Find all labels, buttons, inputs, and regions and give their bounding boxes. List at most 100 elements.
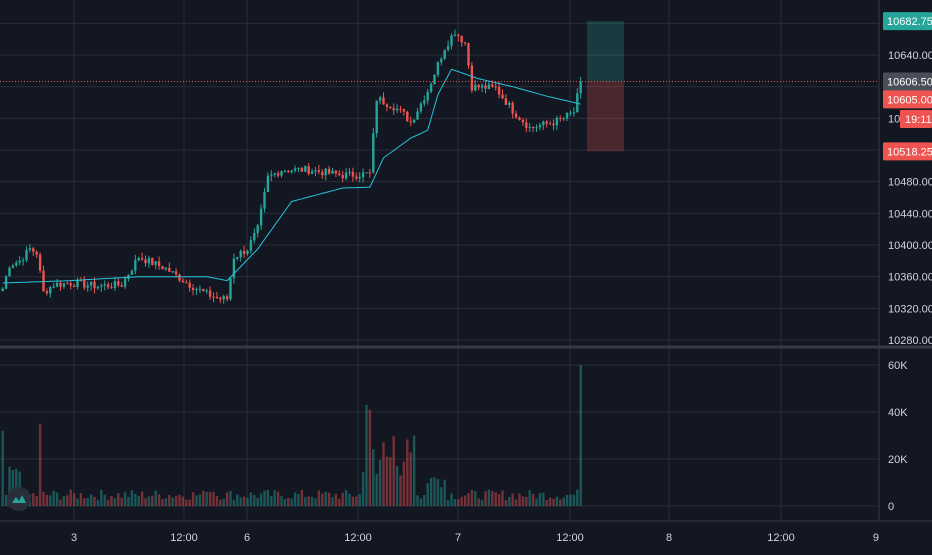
candle-body [18, 260, 21, 263]
stop-loss-zone[interactable] [587, 81, 624, 152]
volume-bar [185, 499, 188, 506]
volume-bar [202, 490, 205, 506]
candle-body [412, 119, 416, 123]
candle-body [35, 251, 38, 255]
volume-bar [446, 500, 450, 506]
stop-loss-price-tag-bg[interactable] [883, 142, 932, 161]
candle-body [497, 87, 501, 95]
price-tick-label: 10360.00 [888, 272, 932, 284]
volume-bar [494, 492, 497, 506]
volume-bar [385, 456, 389, 506]
volume-bar [62, 496, 66, 506]
volume-bar [297, 493, 300, 506]
candle-body [117, 281, 120, 286]
candle-body [501, 94, 504, 99]
candle-body [474, 84, 477, 91]
candle-body [49, 287, 52, 294]
candle-body [185, 282, 188, 284]
volume-bar [497, 494, 501, 506]
candle-body [511, 102, 514, 114]
candle-body [25, 249, 28, 261]
candle-body [140, 258, 144, 260]
volume-bar [246, 497, 249, 506]
candle-body [79, 280, 83, 282]
countdown-label: 19:11 [905, 114, 932, 126]
price-tick-label: 10480.00 [888, 177, 932, 189]
volume-bar [181, 496, 185, 506]
candle-body [555, 117, 559, 126]
last-price-tag-bg[interactable] [883, 72, 932, 91]
candle-body [52, 286, 55, 288]
volume-bar [83, 498, 86, 506]
candle-body [246, 250, 249, 254]
volume-bar [198, 494, 202, 506]
volume-bar [256, 497, 259, 506]
candle-body [382, 97, 385, 105]
candle-body [361, 172, 365, 178]
volume-bar [45, 494, 49, 506]
volume-bar [436, 479, 440, 506]
volume-bar [416, 495, 419, 506]
price-tick-label: 10320.00 [888, 303, 932, 315]
candle-body [572, 112, 576, 114]
volume-bar [552, 498, 555, 506]
volume-bar [511, 493, 514, 506]
take-profit-price-tag-bg[interactable] [883, 12, 932, 31]
take-profit-price-tag: 10682.75 [887, 16, 932, 28]
volume-bar [545, 499, 548, 506]
candle-body [463, 42, 467, 44]
volume-bar [130, 490, 134, 506]
candle-body [440, 58, 443, 63]
candle-body [137, 258, 140, 261]
candle-body [375, 100, 378, 134]
candle-body [538, 125, 542, 128]
candle-body [283, 170, 287, 172]
volume-bar [555, 496, 559, 506]
candle-body [225, 296, 229, 300]
candle-body [222, 296, 225, 300]
volume-tick-label: 0 [888, 501, 894, 513]
take-profit-zone[interactable] [587, 21, 624, 82]
candle-body [273, 173, 276, 175]
volume-bar [239, 497, 242, 506]
candle-body [171, 271, 174, 273]
time-tick-label: 7 [455, 532, 461, 544]
candle-body [341, 175, 344, 179]
volume-bar [480, 500, 484, 506]
volume-bar [317, 490, 321, 506]
candle-body [521, 119, 525, 123]
entry-price-tag-bg[interactable] [883, 90, 932, 109]
volume-bar [304, 497, 307, 506]
volume-bar [8, 466, 11, 506]
price-tick-label: 10640.00 [888, 50, 932, 62]
candle-body [253, 232, 256, 241]
volume-bar [42, 491, 45, 506]
candle-body [525, 122, 528, 129]
volume-bar [491, 491, 494, 506]
volume-bar [351, 496, 355, 506]
volume-bar [548, 497, 552, 506]
candle-body [562, 118, 565, 120]
volume-bar [341, 492, 344, 506]
volume-bar [140, 491, 144, 506]
volume-bar [52, 490, 55, 506]
candle-body [310, 171, 314, 174]
volume-bar [157, 494, 161, 506]
candle-body [259, 208, 263, 226]
candle-body [8, 267, 11, 277]
candle-body [161, 266, 164, 270]
volume-bar [355, 496, 358, 506]
candle-body [229, 278, 232, 300]
volume-bar [412, 435, 416, 506]
candle-body [514, 113, 518, 118]
candle-body [239, 250, 242, 257]
volume-bar [35, 495, 38, 506]
tradingview-logo-icon[interactable] [7, 487, 31, 511]
volume-bar [151, 495, 154, 506]
candle-body [181, 280, 185, 283]
candle-body [491, 84, 494, 87]
candle-body [38, 254, 42, 271]
